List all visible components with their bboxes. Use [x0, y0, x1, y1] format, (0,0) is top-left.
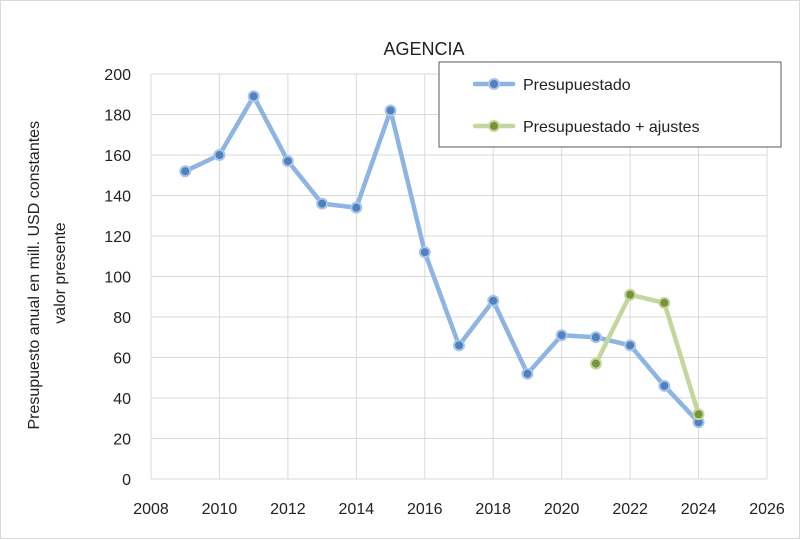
x-tick-label: 2010	[202, 501, 238, 518]
legend: Presupuestado Presupuestado + ajustes	[438, 61, 782, 148]
data-point	[692, 408, 705, 421]
legend-item: Presupuestado	[472, 77, 631, 94]
data-point	[624, 288, 637, 301]
data-point	[316, 197, 329, 210]
x-axis-ticks: 2008 2010 2012 2014 2016 2018 2020 2022 2024 2026	[133, 501, 785, 518]
grid	[150, 73, 768, 480]
x-tick-label: 2022	[612, 501, 648, 518]
y-axis-label-line-2: valor presente	[52, 222, 69, 323]
series-line	[182, 94, 701, 425]
legend-swatch-marker	[488, 78, 500, 90]
data-point	[555, 329, 568, 342]
y-tick-label: 20	[113, 432, 131, 449]
x-tick-label: 2014	[339, 501, 375, 518]
y-axis-ticks: 0 20 40 60 80 100 120 140 160 180 200	[104, 67, 131, 489]
data-point	[453, 339, 465, 352]
data-point	[281, 155, 294, 168]
y-tick-label: 60	[113, 351, 131, 368]
y-tick-label: 100	[104, 270, 131, 287]
data-point	[658, 379, 671, 392]
data-point	[521, 367, 534, 380]
y-tick-label: 120	[104, 229, 131, 246]
legend-box	[438, 61, 782, 148]
legend-swatch-marker	[488, 120, 500, 132]
series-2	[589, 288, 705, 421]
chart-title: AGENCIA	[383, 39, 464, 59]
x-tick-label: 2012	[270, 501, 306, 518]
data-point	[213, 149, 226, 161]
data-point	[350, 201, 363, 214]
x-tick-label: 2024	[681, 501, 717, 518]
series-1	[179, 90, 705, 429]
y-tick-label: 80	[113, 310, 131, 327]
legend-label: Presupuestado + ajustes	[523, 119, 700, 136]
y-tick-label: 40	[113, 391, 131, 408]
y-axis-label: Presupuesto anual en mill. USD constante…	[26, 116, 69, 429]
legend-label: Presupuestado	[523, 77, 631, 94]
series-layer	[179, 90, 705, 429]
x-tick-label: 2016	[407, 501, 443, 518]
y-tick-label: 180	[104, 108, 131, 125]
series-line	[593, 292, 701, 417]
y-tick-label: 140	[104, 189, 131, 206]
x-tick-label: 2008	[133, 501, 169, 518]
y-axis-label-line-1: Presupuesto anual en mill. USD constante…	[26, 121, 43, 430]
data-point	[589, 331, 602, 344]
data-point	[658, 296, 671, 309]
y-tick-label: 200	[104, 67, 131, 84]
data-point	[624, 339, 637, 352]
legend-item: Presupuestado + ajustes	[472, 119, 700, 136]
y-tick-label: 0	[122, 472, 131, 489]
data-point	[247, 90, 260, 103]
data-point	[589, 357, 602, 370]
y-tick-label: 160	[104, 148, 131, 165]
data-point	[418, 246, 431, 259]
x-tick-label: 2020	[544, 501, 580, 518]
data-point	[179, 165, 192, 178]
x-tick-label: 2026	[749, 501, 785, 518]
data-point	[487, 294, 500, 307]
x-tick-label: 2018	[475, 501, 511, 518]
data-point	[384, 104, 397, 117]
